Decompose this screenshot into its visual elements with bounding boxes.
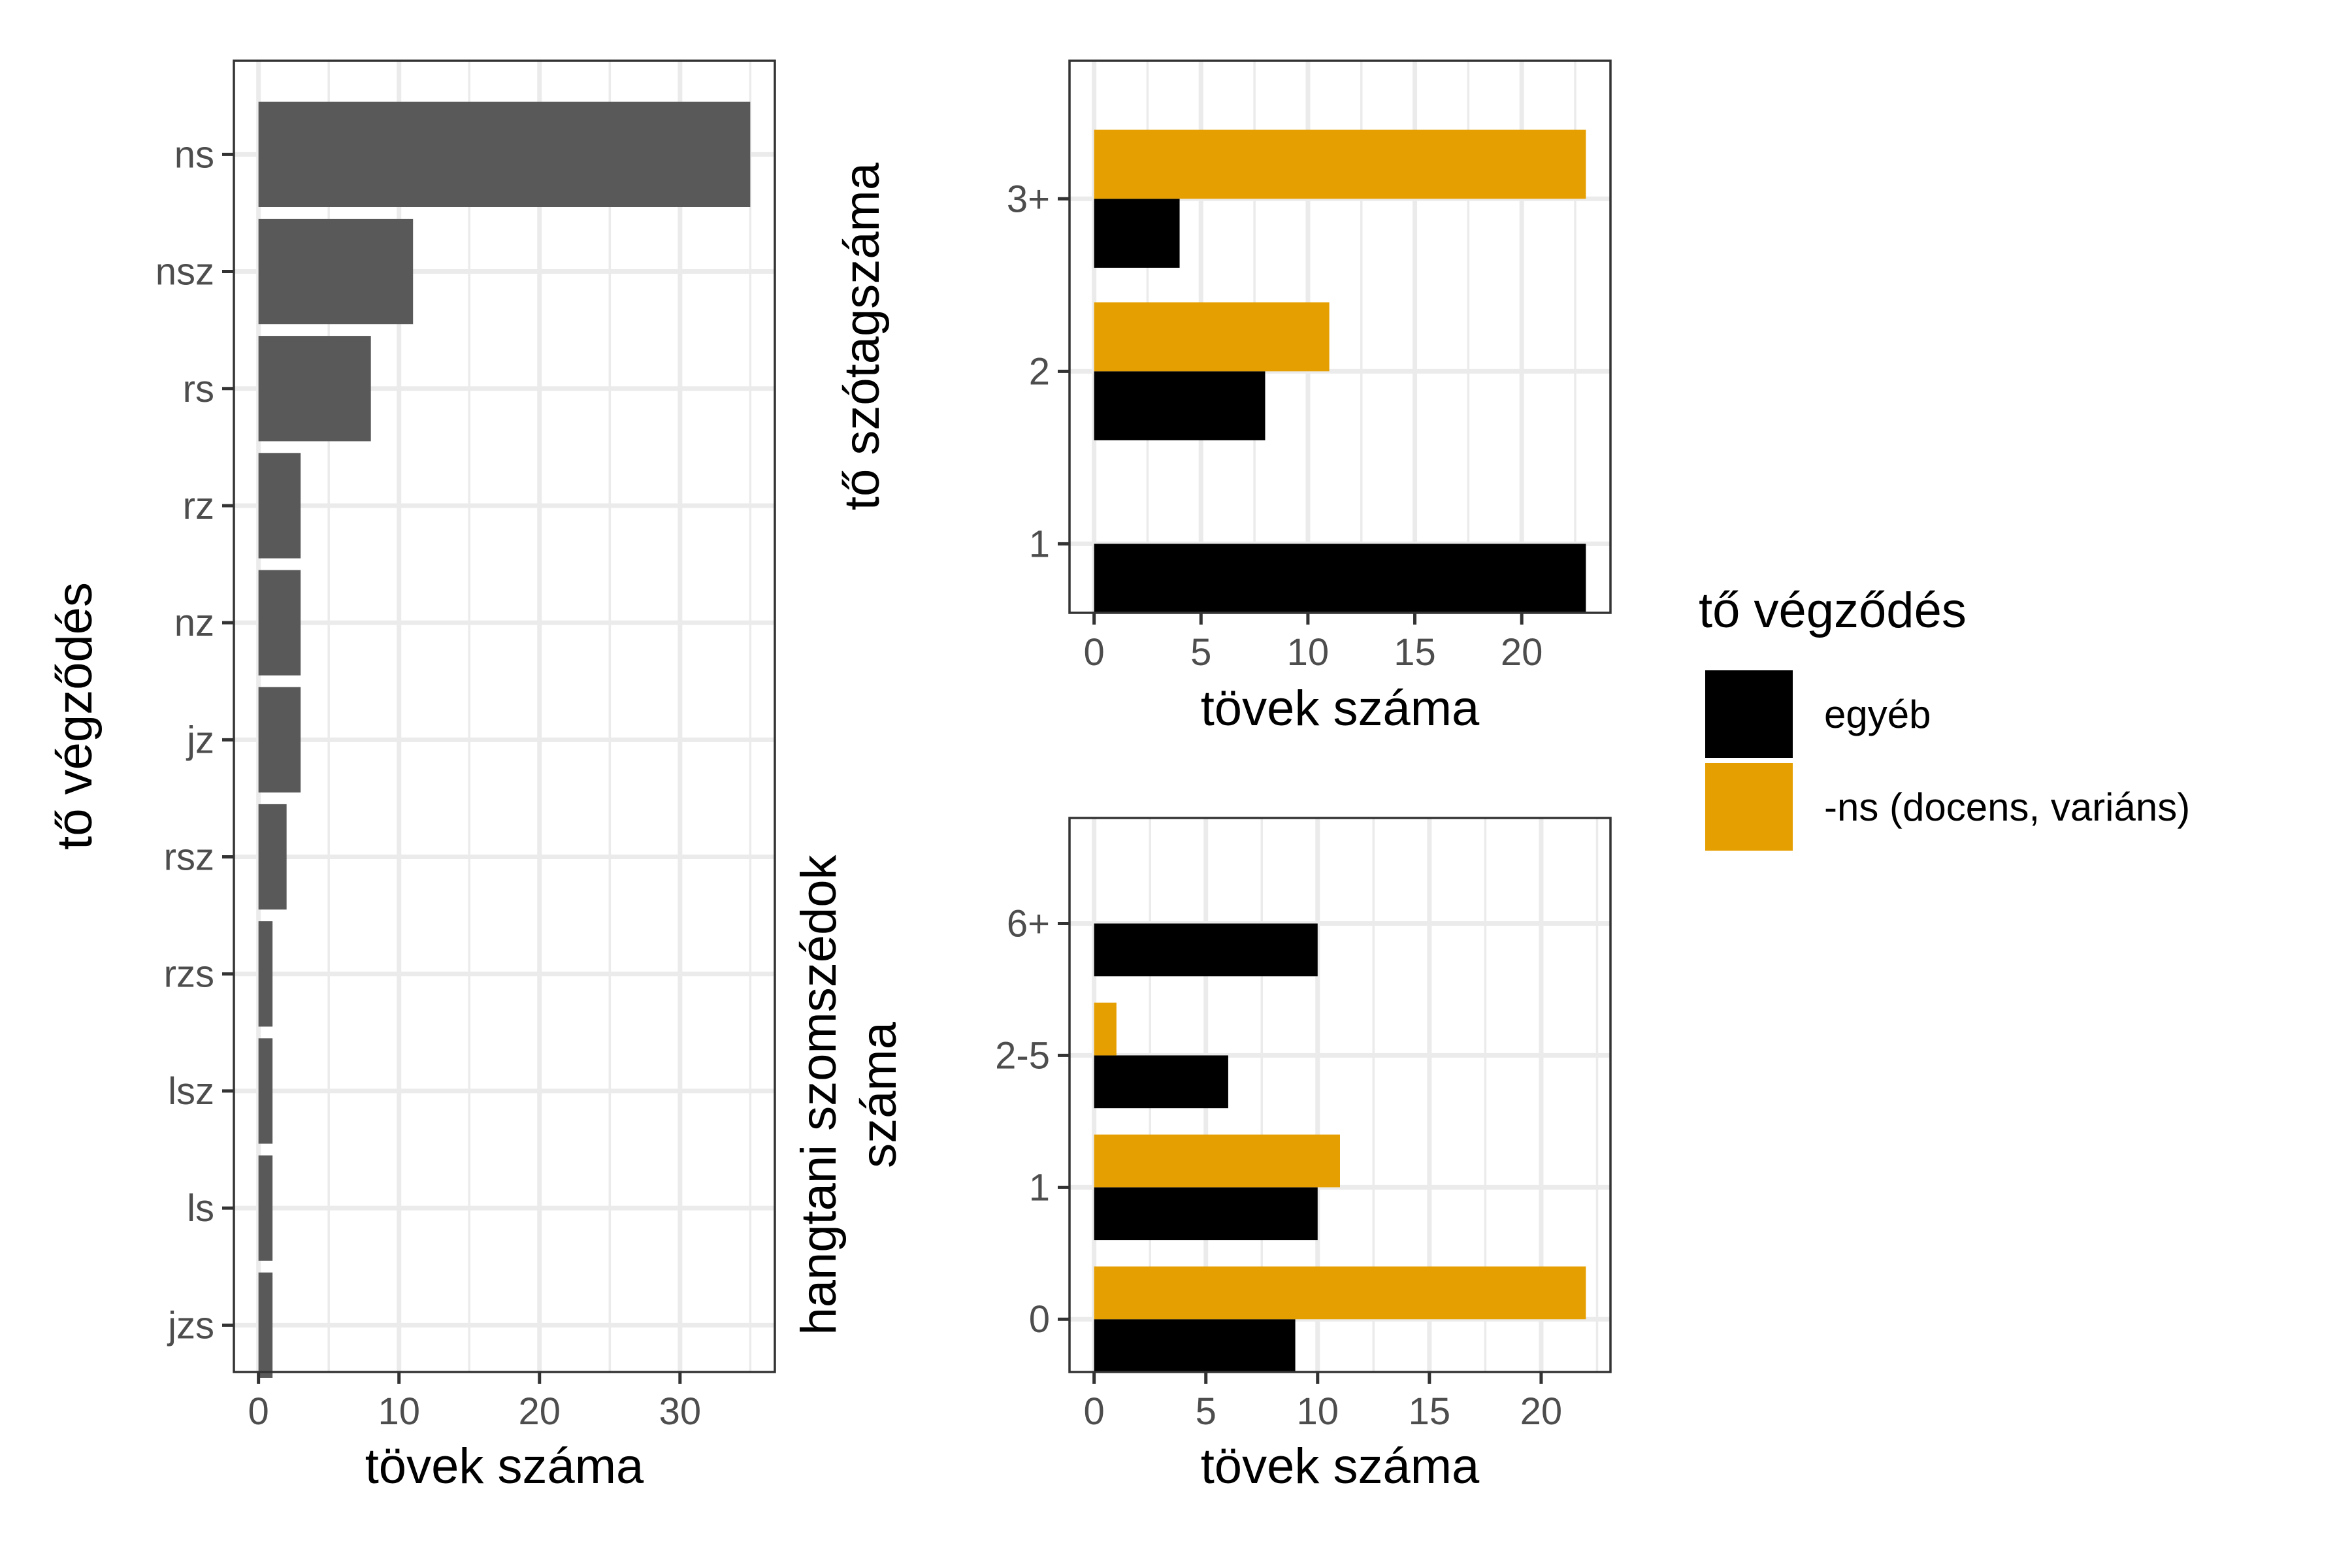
bottom-bar-1-1: [1094, 1134, 1340, 1188]
bottom-panel-border: [1068, 817, 1612, 1373]
left-x-tick-label: 10: [378, 1390, 420, 1433]
top-x-tick-label: 0: [1084, 631, 1105, 674]
left-y-tick-label: nsz: [155, 251, 214, 293]
top-panel-border: [1068, 59, 1612, 614]
top-y-tick-label: 1: [1029, 523, 1050, 565]
left-bar-jz: [258, 687, 301, 792]
left-x-tick-label: 20: [519, 1390, 561, 1433]
left-bar-rz: [258, 453, 301, 559]
left-x-tick-label: 0: [248, 1390, 269, 1433]
left-y-axis-title: tő végződés: [47, 582, 103, 850]
chart-stem-ending: 0 10 20 30 ns nsz rs rz nz jz rsz rzs lsz ls jzs tövek …: [47, 59, 776, 1494]
left-bar-ns: [258, 101, 751, 207]
left-y-tick-label: rs: [183, 368, 214, 410]
legend-label-0: egyéb: [1824, 693, 1931, 736]
left-panel-border: [233, 59, 776, 1373]
top-x-tick-label: 5: [1190, 631, 1211, 674]
top-y-tick-label: 2: [1029, 350, 1050, 393]
top-bar-2-0: [1094, 371, 1266, 440]
bottom-y-tick-label: 6+: [1007, 903, 1050, 945]
left-y-tick-label: ns: [174, 133, 214, 176]
left-bar-ls: [258, 1155, 273, 1261]
legend: tő végződés egyéb -ns (docens, variáns): [1699, 583, 2190, 851]
left-x-tick-label: 30: [659, 1390, 702, 1433]
left-y-tick-label: lsz: [168, 1070, 214, 1113]
left-bar-lsz: [258, 1038, 273, 1144]
bottom-x-tick-label: 15: [1409, 1390, 1451, 1433]
top-x-tick-label: 15: [1394, 631, 1436, 674]
legend-key-0: [1705, 670, 1793, 758]
left-bar-rs: [258, 336, 371, 442]
top-bar-2-1: [1094, 302, 1330, 372]
left-bar-rsz: [258, 804, 287, 910]
left-y-tick-label: ls: [187, 1187, 214, 1230]
bottom-x-tick-label: 10: [1297, 1390, 1339, 1433]
bottom-bar-6+-0: [1094, 923, 1318, 977]
bottom-bar-1-0: [1094, 1187, 1318, 1241]
left-x-axis-title: tövek száma: [365, 1439, 644, 1494]
top-bar-3+-0: [1094, 199, 1180, 268]
bottom-y-axis-title: hangtani szomszédokszáma: [791, 854, 907, 1335]
bottom-bar-2-5-0: [1094, 1055, 1228, 1109]
legend-label-1: -ns (docens, variáns): [1824, 785, 2190, 829]
top-y-tick-label: 3+: [1007, 178, 1050, 220]
left-bar-nz: [258, 570, 301, 676]
chart-phonological-neighbors: 0 5 10 15 20 0 1 2-5 6+ tövek száma hangtani szoms…: [791, 817, 1612, 1494]
bottom-y-tick-label: 1: [1029, 1166, 1050, 1209]
bottom-bar-0-0: [1094, 1319, 1296, 1372]
bottom-x-axis-title: tövek száma: [1201, 1439, 1480, 1494]
top-bar-3+-1: [1094, 129, 1586, 199]
left-y-tick-label: nz: [174, 602, 214, 644]
bottom-bar-0-1: [1094, 1266, 1586, 1320]
left-y-tick-label: rzs: [164, 953, 214, 996]
bottom-x-tick-label: 0: [1084, 1390, 1105, 1433]
top-bar-1-0: [1094, 544, 1586, 613]
bottom-x-tick-label: 5: [1196, 1390, 1217, 1433]
bottom-y-tick-label: 0: [1029, 1298, 1050, 1341]
left-y-tick-label: rz: [183, 485, 214, 527]
left-y-tick-label: jz: [186, 719, 214, 761]
left-y-tick-label: rsz: [164, 836, 214, 879]
left-y-tick-label: jzs: [167, 1304, 214, 1347]
top-x-tick-label: 20: [1501, 631, 1543, 674]
top-x-tick-label: 10: [1287, 631, 1330, 674]
legend-title: tő végződés: [1699, 583, 1967, 638]
top-x-axis-title: tövek száma: [1201, 681, 1480, 736]
left-bar-jzs: [258, 1272, 273, 1378]
bottom-x-tick-label: 20: [1520, 1390, 1563, 1433]
bottom-bar-2-5-1: [1094, 1002, 1117, 1056]
legend-key-1: [1705, 763, 1793, 851]
top-y-axis-title: tő szótagszáma: [834, 162, 890, 510]
bottom-y-tick-label: 2-5: [995, 1034, 1050, 1077]
left-bar-nsz: [258, 218, 414, 325]
chart-syllable-count: 0 5 10 15 20 1 2 3+ tövek száma tő szótagszáma: [834, 59, 1612, 736]
left-bar-rzs: [258, 921, 273, 1027]
